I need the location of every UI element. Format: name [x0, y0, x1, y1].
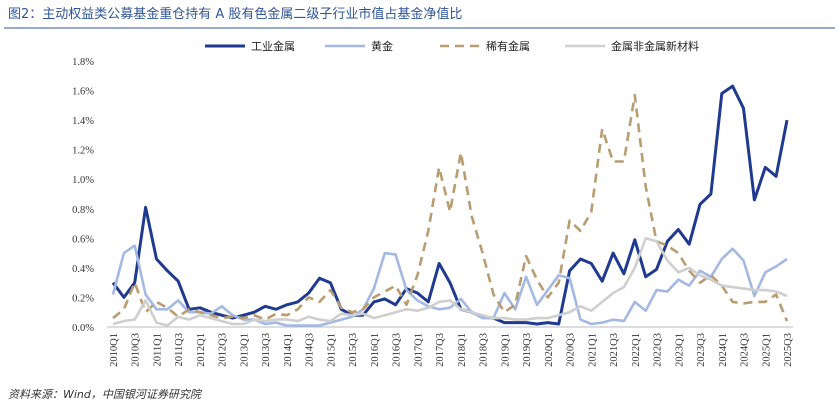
x-tick-label: 2013Q1	[239, 333, 250, 367]
x-tick-label: 2011Q3	[174, 333, 185, 366]
x-tick-label: 2015Q3	[348, 333, 359, 367]
y-tick-label: 0.2%	[72, 293, 94, 304]
legend-label: 工业金属	[251, 39, 295, 53]
legend-label: 稀有金属	[486, 39, 530, 53]
x-tick-label: 2019Q3	[522, 333, 533, 367]
x-tick-label: 2017Q1	[413, 333, 424, 367]
series-line	[112, 237, 788, 327]
series-line	[111, 244, 788, 327]
x-tick-label: 2017Q3	[435, 333, 446, 367]
legend-label: 黄金	[371, 39, 393, 53]
x-tick-label: 2012Q1	[196, 333, 207, 367]
x-tick-label: 2025Q3	[783, 333, 794, 367]
chart-title: 图2：主动权益类公募基金重仓持有 A 股有色金属二级子行业市值占基金净值比	[8, 6, 462, 22]
y-tick-label: 1.8%	[72, 57, 94, 68]
x-tick-label: 2016Q1	[370, 333, 381, 367]
x-tick-label: 2024Q3	[740, 333, 751, 367]
x-tick-label: 2025Q1	[761, 333, 772, 367]
x-tick-label: 2018Q1	[457, 333, 468, 367]
x-tick-label: 2024Q1	[718, 333, 729, 367]
x-tick-label: 2021Q3	[609, 333, 620, 367]
series-line	[112, 93, 789, 322]
legend-label: 金属非金属新材料	[611, 39, 699, 53]
x-tick-label: 2022Q3	[653, 333, 664, 367]
x-tick-label: 2016Q3	[392, 333, 403, 367]
x-tick-label: 2021Q1	[587, 333, 598, 367]
x-tick-label: 2020Q1	[544, 333, 555, 367]
x-tick-label: 2019Q1	[500, 333, 511, 367]
x-tick-label: 2013Q3	[261, 333, 272, 367]
y-tick-label: 1.2%	[72, 146, 94, 157]
y-tick-label: 0.8%	[72, 205, 94, 216]
x-tick-label: 2012Q3	[218, 333, 229, 367]
x-tick-label: 2022Q1	[631, 333, 642, 367]
x-tick-label: 2010Q3	[131, 333, 142, 367]
y-tick-label: 1.6%	[72, 87, 94, 98]
x-tick-label: 2015Q1	[326, 333, 337, 367]
y-tick-label: 1.4%	[72, 116, 94, 127]
y-tick-label: 0.4%	[72, 264, 94, 275]
source-note: 资料来源：Wind，中国银河证券研究院	[8, 388, 203, 401]
series-line	[111, 84, 789, 326]
y-tick-label: 0.0%	[72, 323, 94, 334]
x-tick-label: 2014Q1	[283, 333, 294, 367]
y-tick-label: 0.6%	[72, 234, 94, 245]
y-tick-label: 1.0%	[72, 175, 94, 186]
x-tick-label: 2020Q3	[566, 333, 577, 367]
x-tick-label: 2018Q3	[479, 333, 490, 367]
x-tick-label: 2023Q3	[696, 333, 707, 367]
x-tick-label: 2011Q1	[152, 333, 163, 366]
x-tick-label: 2023Q1	[674, 333, 685, 367]
x-tick-label: 2010Q1	[109, 333, 120, 367]
x-tick-label: 2014Q3	[305, 333, 316, 367]
